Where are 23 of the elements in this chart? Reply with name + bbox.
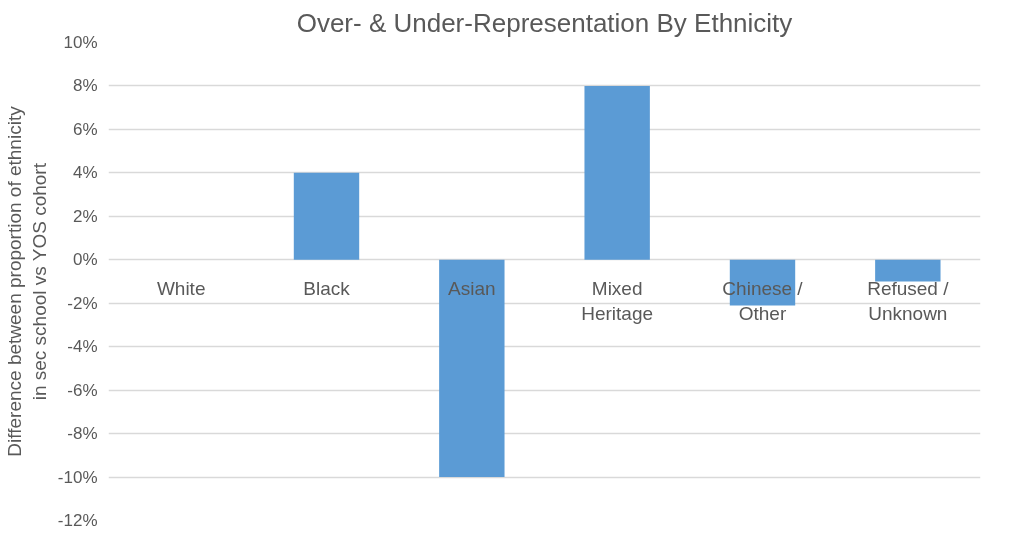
y-tick-label: 2%: [72, 206, 98, 226]
y-tick-label: 10%: [63, 33, 98, 52]
y-tick-label: 4%: [72, 163, 98, 183]
bar: [875, 259, 941, 282]
x-tick-label: Asian: [448, 277, 496, 299]
y-tick-label: 8%: [72, 76, 98, 96]
y-tick-label: -8%: [67, 424, 98, 444]
x-tick-label: Refused / Unknown: [867, 277, 950, 324]
y-tick-label: -10%: [57, 467, 98, 487]
y-tick-label: 6%: [72, 119, 98, 139]
bar: [439, 259, 505, 478]
chart-title: Over- & Under-Representation By Ethnicity: [296, 7, 793, 38]
y-tick-label: 0%: [72, 250, 98, 270]
x-tick-label: Mixed Heritage: [581, 277, 654, 324]
y-tick-label: -6%: [67, 380, 98, 400]
x-tick-label: White: [156, 277, 206, 299]
bar: [584, 85, 650, 260]
y-tick-label: -12%: [57, 511, 98, 530]
y-tick-label: -2%: [67, 293, 98, 313]
bar: [293, 172, 360, 260]
y-axis-title: Difference between proportion of ethnicity in sec school vs YOS cohort: [3, 105, 50, 457]
y-tick-label: -4%: [67, 337, 98, 357]
x-tick-label: Black: [303, 277, 351, 299]
